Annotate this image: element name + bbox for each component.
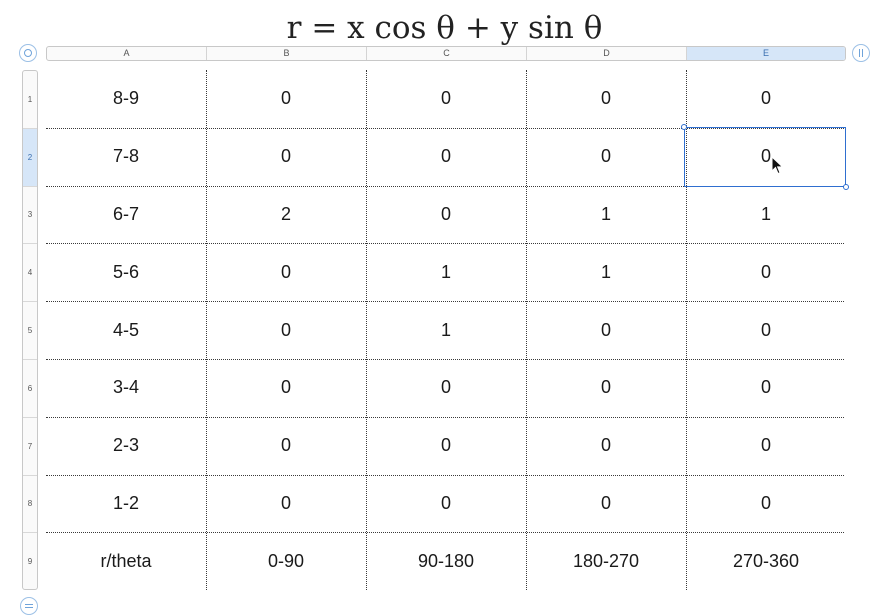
cell-b6[interactable]: 0 <box>280 377 291 398</box>
cell-a8[interactable]: 1-2 <box>112 492 139 513</box>
cell-a1[interactable]: 8-9 <box>112 88 139 109</box>
spreadsheet-grid: 8-9 0 0 0 0 7-8 0 0 0 0 6-7 2 0 1 1 5-6 0 1 1 0 4-5 0 1 0 0 3-4 0 0… <box>46 70 849 590</box>
cell-e8[interactable]: 0 <box>760 492 771 513</box>
cell-e4[interactable]: 0 <box>760 261 771 282</box>
cell-b1[interactable]: 0 <box>280 88 291 109</box>
row-header-5[interactable]: 5 <box>23 302 37 360</box>
cell-d2[interactable]: 0 <box>600 146 611 167</box>
selection-start-handle[interactable] <box>681 124 687 130</box>
cell-e2[interactable]: 0 <box>760 146 771 167</box>
cell-a2[interactable]: 7-8 <box>112 146 139 167</box>
cell-d1[interactable]: 0 <box>600 88 611 109</box>
column-header-e[interactable]: E <box>687 47 845 60</box>
cell-c1[interactable]: 0 <box>440 88 451 109</box>
cell-c4[interactable]: 1 <box>440 261 451 282</box>
mouse-pointer-icon <box>771 156 784 175</box>
cell-a4[interactable]: 5-6 <box>112 261 139 282</box>
cell-d3[interactable]: 1 <box>600 203 611 224</box>
row-header-4[interactable]: 4 <box>23 244 37 303</box>
row-header-6[interactable]: 6 <box>23 360 37 418</box>
cell-b2[interactable]: 0 <box>280 146 291 167</box>
cell-c5[interactable]: 1 <box>440 319 451 340</box>
column-header-d[interactable]: D <box>527 47 687 60</box>
cell-c3[interactable]: 0 <box>440 203 451 224</box>
cell-c2[interactable]: 0 <box>440 146 451 167</box>
selection-end-handle[interactable] <box>843 184 849 190</box>
row-header-3[interactable]: 3 <box>23 187 37 245</box>
column-gridline <box>366 70 367 590</box>
cell-e3[interactable]: 1 <box>760 203 771 224</box>
row-header-7[interactable]: 7 <box>23 418 37 476</box>
column-header-a[interactable]: A <box>47 47 207 60</box>
add-row-icon[interactable] <box>20 597 38 615</box>
row-header-8[interactable]: 8 <box>23 476 37 534</box>
formula-title: r = x cos θ + y sin θ <box>286 10 603 46</box>
cell-c9[interactable]: 90-180 <box>417 550 475 571</box>
cell-b4[interactable]: 0 <box>280 261 291 282</box>
cell-c6[interactable]: 0 <box>440 377 451 398</box>
cell-a3[interactable]: 6-7 <box>112 203 139 224</box>
cell-d8[interactable]: 0 <box>600 492 611 513</box>
cell-e5[interactable]: 0 <box>760 319 771 340</box>
cell-e6[interactable]: 0 <box>760 377 771 398</box>
row-header-1[interactable]: 1 <box>23 71 37 129</box>
column-gridline <box>526 70 527 590</box>
row-gridline <box>46 127 844 129</box>
column-gridline <box>206 70 207 590</box>
row-gridline <box>46 185 844 187</box>
row-gridline <box>46 243 844 245</box>
cell-b9[interactable]: 0-90 <box>267 550 305 571</box>
cell-e7[interactable]: 0 <box>760 435 771 456</box>
row-gridline <box>46 532 844 534</box>
row-header-2[interactable]: 2 <box>23 128 37 187</box>
cell-e1[interactable]: 0 <box>760 88 771 109</box>
cell-e9[interactable]: 270-360 <box>732 550 800 571</box>
column-header-c[interactable]: C <box>367 47 527 60</box>
cell-c7[interactable]: 0 <box>440 435 451 456</box>
cell-b7[interactable]: 0 <box>280 435 291 456</box>
freeze-columns-icon[interactable] <box>852 44 870 62</box>
column-gridline <box>686 70 687 590</box>
row-gridline <box>46 301 844 303</box>
cell-b5[interactable]: 0 <box>280 319 291 340</box>
cell-d4[interactable]: 1 <box>600 261 611 282</box>
select-all-circle-icon[interactable] <box>19 44 37 62</box>
cell-a9[interactable]: r/theta <box>100 550 152 571</box>
cell-d7[interactable]: 0 <box>600 435 611 456</box>
row-gridline <box>46 474 844 476</box>
cell-b3[interactable]: 2 <box>280 203 291 224</box>
row-header-9[interactable]: 9 <box>23 533 37 589</box>
cell-a7[interactable]: 2-3 <box>112 435 139 456</box>
cell-d5[interactable]: 0 <box>600 319 611 340</box>
row-gridline <box>46 359 844 360</box>
cell-a5[interactable]: 4-5 <box>112 319 139 340</box>
cell-d6[interactable]: 0 <box>600 377 611 398</box>
cell-d9[interactable]: 180-270 <box>572 550 640 571</box>
column-header-b[interactable]: B <box>207 47 367 60</box>
cell-b8[interactable]: 0 <box>280 492 291 513</box>
cell-a6[interactable]: 3-4 <box>112 377 139 398</box>
row-gridline <box>46 416 844 418</box>
cell-c8[interactable]: 0 <box>440 492 451 513</box>
